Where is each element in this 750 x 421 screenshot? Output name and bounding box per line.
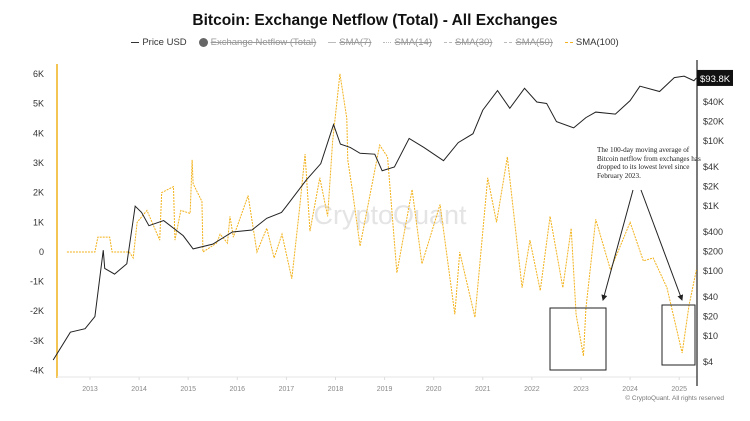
dashed-line-icon [443, 42, 452, 43]
x-tick-label: 2022 [524, 386, 540, 393]
legend-item-sma100[interactable]: SMA(100) [564, 37, 619, 48]
price-line [52, 75, 697, 361]
right-tick-label: $400 [703, 227, 723, 237]
legend-item-netflow[interactable]: Exchange Netflow (Total) [198, 37, 317, 48]
right-tick-label: $200 [703, 247, 723, 257]
left-tick-label: 2K [33, 188, 44, 198]
right-tick-label: $2K [703, 182, 719, 192]
left-tick-label: 6K [33, 69, 44, 79]
solid-line-icon [131, 42, 140, 43]
dotted-line-icon [383, 42, 392, 43]
x-tick-label: 2014 [131, 386, 147, 393]
left-tick-label: -2K [30, 306, 44, 316]
x-tick-label: 2016 [230, 386, 246, 393]
last-price-label: $93.8K [700, 74, 731, 85]
x-tick-label: 2024 [622, 386, 638, 393]
legend-item-sma30[interactable]: SMA(30) [443, 37, 493, 48]
arrow-to-2023 [601, 189, 634, 301]
arrow-to-2025 [640, 189, 684, 301]
right-tick-label: $4K [703, 162, 719, 172]
left-tick-label: -1K [30, 277, 44, 287]
sma100-line [66, 73, 697, 357]
x-tick-label: 2025 [671, 386, 687, 393]
legend-item-sma14[interactable]: SMA(14) [383, 37, 432, 48]
right-tick-label: $100 [703, 266, 723, 276]
legend-label: Price USD [142, 37, 187, 48]
x-tick-label: 2017 [279, 386, 295, 393]
right-tick-label: $20 [703, 312, 718, 322]
right-tick-label: $10K [703, 136, 724, 146]
right-tick-label: $40 [703, 292, 718, 302]
dashed-line-icon [564, 42, 573, 43]
right-tick-label: $1K [703, 201, 719, 211]
x-tick-label: 2013 [82, 386, 98, 393]
highlight-box-2023 [549, 307, 607, 371]
legend-label: SMA(100) [575, 37, 619, 48]
x-tick-label: 2020 [426, 386, 442, 393]
left-tick-label: 1K [33, 217, 44, 227]
x-tick-label: 2015 [180, 386, 196, 393]
x-tick-label: 2023 [573, 386, 589, 393]
dot-icon [198, 38, 208, 47]
right-tick-label: $20K [703, 117, 724, 127]
left-tick-label: 5K [33, 99, 44, 109]
dashed-line-icon [504, 42, 513, 43]
last-price-badge [697, 69, 733, 86]
legend-label: Exchange Netflow (Total) [210, 37, 317, 48]
right-tick-label: $10 [703, 331, 718, 341]
left-tick-label: -3K [30, 336, 44, 346]
chart-title: Bitcoin: Exchange Netflow (Total) - All … [192, 12, 558, 29]
legend-label: SMA(7) [339, 37, 372, 48]
watermark: CryptoQuant [313, 200, 467, 230]
left-tick-label: 0 [39, 247, 44, 257]
legend-label: SMA(50) [515, 37, 553, 48]
x-tick-label: 2021 [475, 386, 491, 393]
legend-label: SMA(30) [454, 37, 493, 48]
x-tick-label: 2018 [328, 386, 344, 393]
legend: Price USD Exchange Netflow (Total) SMA(7… [0, 37, 750, 48]
highlight-box-2025 [661, 304, 696, 366]
copyright: © CryptoQuant. All rights reserved [625, 395, 724, 402]
right-tick-label: $4 [703, 357, 713, 367]
line-icon [328, 42, 337, 43]
annotation-text: The 100-day moving average of Bitcoin ne… [597, 146, 701, 180]
left-tick-label: 4K [33, 128, 44, 138]
x-tick-label: 2019 [377, 386, 393, 393]
left-tick-label: -4K [30, 366, 44, 376]
legend-item-sma50[interactable]: SMA(50) [504, 37, 553, 48]
legend-item-sma7[interactable]: SMA(7) [328, 37, 371, 48]
legend-label: SMA(14) [394, 37, 432, 48]
legend-item-price[interactable]: Price USD [131, 37, 187, 48]
left-tick-label: 3K [33, 158, 44, 168]
right-tick-label: $40K [703, 97, 724, 107]
